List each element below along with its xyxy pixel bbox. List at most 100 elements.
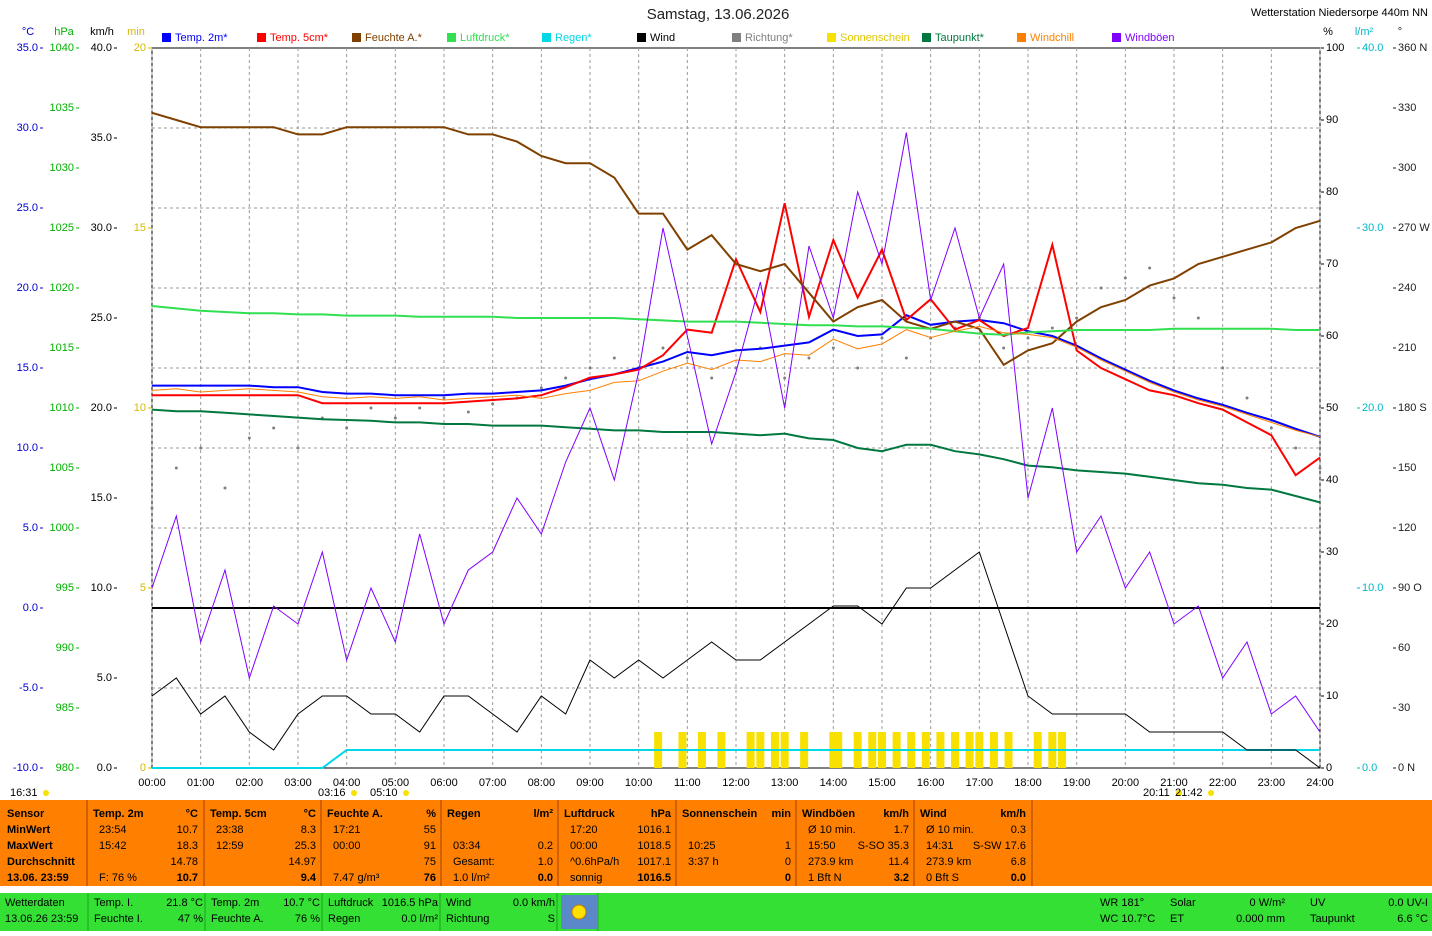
current-extra: ET xyxy=(1170,913,1184,925)
direction-dot xyxy=(1026,336,1030,340)
legend-label: Feuchte A.* xyxy=(365,32,423,44)
cell-value: 1018.5 xyxy=(637,840,671,852)
current-extra: 6.6 °C xyxy=(1397,913,1428,925)
direction-dot xyxy=(1221,366,1225,370)
y-tick-label: 1025 xyxy=(50,222,74,234)
time-marker xyxy=(43,790,49,796)
direction-dot xyxy=(442,396,446,400)
station-name: Wetterstation Niedersorpe 440m NN xyxy=(1251,7,1428,19)
direction-dot xyxy=(296,446,300,450)
cell-value: 1.7 xyxy=(894,824,909,836)
cell-value: 10.7 xyxy=(177,872,198,884)
direction-dot xyxy=(807,356,811,360)
current-label: Luftdruck xyxy=(328,897,374,909)
axis-unit-label: ° xyxy=(1398,26,1402,38)
y-tick-label: 25.0 xyxy=(17,202,38,214)
y-tick-label: 70 xyxy=(1326,258,1338,270)
y-tick-label: 1030 xyxy=(50,162,74,174)
legend-swatch xyxy=(352,33,361,42)
cell-label: 15:50 xyxy=(808,840,836,852)
time-marker xyxy=(351,790,357,796)
current-label: Temp. I. xyxy=(94,897,133,909)
cell-value: 25.3 xyxy=(295,840,316,852)
y-tick-label: 40.0 xyxy=(91,42,112,54)
cell-value: 1.0 xyxy=(538,856,553,868)
y-tick-label: 300 xyxy=(1398,162,1416,174)
cell-value: 0.0 xyxy=(1011,872,1026,884)
current-label: Temp. 2m xyxy=(211,897,259,909)
x-tick-label: 20:00 xyxy=(1112,777,1140,789)
current-timestamp: 13.06.26 23:59 xyxy=(5,913,78,925)
current-value: S xyxy=(548,913,555,925)
current-panel xyxy=(0,893,1432,931)
current-title: Wetterdaten xyxy=(5,897,65,909)
y-tick-label: 15.0 xyxy=(17,362,38,374)
direction-dot xyxy=(783,376,787,380)
current-extra: 0.0 UV-I xyxy=(1388,897,1428,909)
direction-dot xyxy=(466,410,470,414)
sun xyxy=(571,904,587,920)
direction-dot xyxy=(1245,396,1249,400)
y-tick-label: 0.0 xyxy=(97,762,112,774)
cell-label: 12:59 xyxy=(216,840,244,852)
cell-value: 1017.1 xyxy=(637,856,671,868)
y-tick-label: 0.0 xyxy=(1362,762,1377,774)
cell-value: 0 xyxy=(785,856,791,868)
cell-value: 11.4 xyxy=(888,856,909,868)
y-tick-label: 10.0 xyxy=(1362,582,1383,594)
current-extra: WC 10.7°C xyxy=(1100,913,1155,925)
row-label: Durchschnitt xyxy=(7,856,75,868)
direction-dot xyxy=(685,356,689,360)
y-tick-label: 1005 xyxy=(50,462,74,474)
y-tick-label: 30 xyxy=(1398,702,1410,714)
cell-label: 273.9 km xyxy=(808,856,853,868)
cell-value: 3.2 xyxy=(894,872,909,884)
axis-unit-label: l/m² xyxy=(1355,26,1374,38)
cell-label: 15:42 xyxy=(99,840,127,852)
y-tick-label: 80 xyxy=(1326,186,1338,198)
cell-label: 23:38 xyxy=(216,824,244,836)
cell-value: 91 xyxy=(424,840,436,852)
y-tick-label: 100 xyxy=(1326,42,1344,54)
current-value: 0.0 km/h xyxy=(513,897,555,909)
y-tick-label: 985 xyxy=(56,702,74,714)
time-label: 20:11 xyxy=(1143,787,1170,799)
x-tick-label: 02:00 xyxy=(236,777,264,789)
y-tick-label: 30.0 xyxy=(91,222,112,234)
cell-label: ^0.6hPa/h xyxy=(570,856,619,868)
row-label: MaxWert xyxy=(7,840,53,852)
x-tick-label: 16:00 xyxy=(917,777,945,789)
cell-label: 0 Bft S xyxy=(926,872,959,884)
sun-icon xyxy=(561,895,597,929)
direction-dot xyxy=(369,406,373,410)
y-tick-label: 150 xyxy=(1398,462,1416,474)
direction-dot xyxy=(491,402,495,406)
series-line xyxy=(152,202,1321,477)
cell-label: Gesamt: xyxy=(453,856,495,868)
current-label: Regen xyxy=(328,913,360,925)
time-label: 05:10 xyxy=(370,787,398,799)
current-extra: UV xyxy=(1310,897,1326,909)
cell-value: 18.3 xyxy=(177,840,198,852)
y-tick-label: 995 xyxy=(56,582,74,594)
direction-dot xyxy=(880,336,884,340)
cell-label: Ø 10 min. xyxy=(926,824,974,836)
chart-title: Samstag, 13.06.2026 xyxy=(647,6,790,23)
axis-unit-label: km/h xyxy=(90,26,114,38)
x-tick-label: 21:00 xyxy=(1160,777,1188,789)
direction-dot xyxy=(223,486,227,490)
direction-dot xyxy=(661,346,665,350)
legend-label: Taupunkt* xyxy=(935,32,985,44)
y-tick-label: 10.0 xyxy=(17,442,38,454)
column-unit: km/h xyxy=(1000,808,1026,820)
y-tick-label: 210 xyxy=(1398,342,1416,354)
current-extra: Taupunkt xyxy=(1310,913,1355,925)
legend-swatch xyxy=(1017,33,1026,42)
column-header: Temp. 2m xyxy=(93,808,144,820)
current-value: 0.0 l/m² xyxy=(401,913,438,925)
cell-label: 00:00 xyxy=(570,840,598,852)
axis-unit-label: % xyxy=(1323,26,1333,38)
cell-value: 14.97 xyxy=(288,856,316,868)
y-tick-label: 60 xyxy=(1326,330,1338,342)
direction-dot xyxy=(1099,286,1103,290)
